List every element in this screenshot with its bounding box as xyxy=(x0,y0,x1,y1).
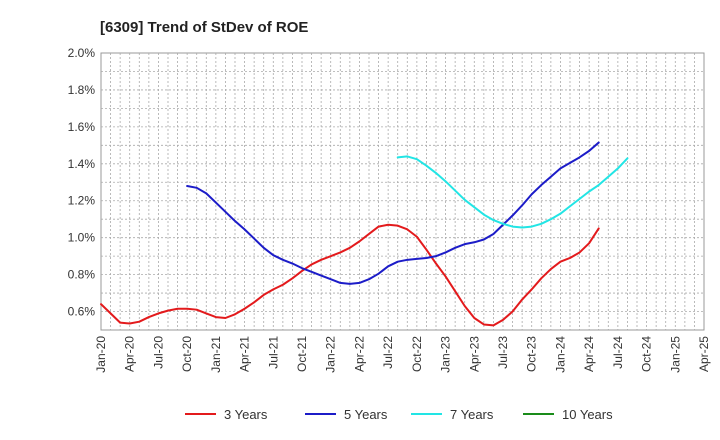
x-tick-label: Oct-22 xyxy=(410,336,424,372)
y-axis-tick-labels: 0.6% 0.8% 1.0% 1.2% 1.4% 1.6% 1.8% 2.0% xyxy=(68,46,96,319)
x-tick-label: Apr-20 xyxy=(123,336,137,372)
x-tick-label: Jan-20 xyxy=(94,336,108,373)
x-tick-label: Jan-21 xyxy=(209,336,223,373)
x-tick-label: Jul-24 xyxy=(611,336,625,369)
y-tick-label: 1.2% xyxy=(68,194,96,208)
x-tick-label: Jul-22 xyxy=(381,336,395,369)
series-lines xyxy=(100,141,629,327)
x-tick-label: Apr-22 xyxy=(352,336,366,372)
y-tick-label: 1.8% xyxy=(68,83,96,97)
x-tick-label: Oct-20 xyxy=(180,336,194,372)
x-tick-label: Jan-22 xyxy=(324,336,338,373)
x-tick-label: Jul-20 xyxy=(151,336,165,369)
y-tick-label: 2.0% xyxy=(68,46,96,60)
plot-area xyxy=(100,52,705,331)
x-tick-label: Jul-23 xyxy=(496,336,510,369)
x-tick-label: Oct-21 xyxy=(295,336,309,372)
x-tick-label: Apr-25 xyxy=(697,336,711,372)
x-tick-label: Apr-24 xyxy=(582,336,596,372)
x-tick-label: Jan-25 xyxy=(668,336,682,373)
y-tick-label: 1.6% xyxy=(68,120,96,134)
legend-label-10-years: 10 Years xyxy=(562,407,613,422)
x-axis-tick-labels: Jan-20 Apr-20 Jul-20 Oct-20 Jan-21 Apr-21 Jul-… xyxy=(94,336,711,373)
x-tick-label: Jan-24 xyxy=(553,336,567,373)
x-tick-label: Oct-24 xyxy=(640,336,654,372)
y-tick-label: 0.6% xyxy=(68,305,96,319)
series-line-7-years xyxy=(396,155,629,229)
y-tick-label: 1.4% xyxy=(68,157,96,171)
series-line-5-years xyxy=(186,141,600,285)
series-line-3-years xyxy=(100,223,600,327)
legend: 3 Years 5 Years 7 Years 10 Years xyxy=(185,407,613,422)
y-tick-label: 0.8% xyxy=(68,268,96,282)
x-tick-label: Apr-23 xyxy=(467,336,481,372)
legend-label-5-years: 5 Years xyxy=(344,407,388,422)
x-tick-label: Jul-21 xyxy=(266,336,280,369)
legend-label-7-years: 7 Years xyxy=(450,407,494,422)
y-tick-label: 1.0% xyxy=(68,231,96,245)
x-tick-label: Oct-23 xyxy=(525,336,539,372)
x-tick-label: Jan-23 xyxy=(439,336,453,373)
gridlines xyxy=(101,53,704,330)
legend-label-3-years: 3 Years xyxy=(224,407,268,422)
chart-title: [6309] Trend of StDev of ROE xyxy=(100,19,308,36)
x-tick-label: Apr-21 xyxy=(238,336,252,372)
